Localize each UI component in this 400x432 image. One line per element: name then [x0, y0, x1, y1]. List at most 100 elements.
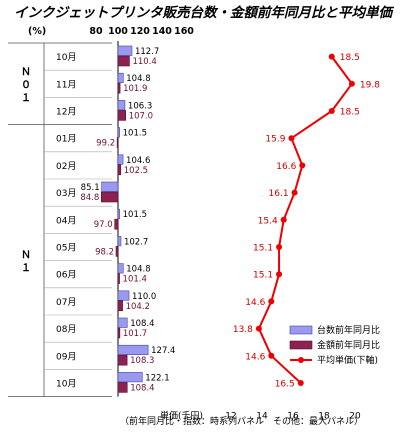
data-label-count: 102.7 [124, 237, 148, 247]
top-axis-tick-label: 140 [152, 26, 172, 37]
price-point [297, 380, 304, 386]
data-label-amount: 98.2 [95, 247, 114, 257]
bar-amount [117, 110, 126, 121]
month-label: 12月 [56, 107, 76, 118]
price-point [291, 189, 298, 196]
data-label-price: 14.6 [245, 352, 265, 362]
bar-count [117, 263, 124, 274]
month-labels: 10月 11月 12月 01月 02月 03月 04月 05月 06月 07月 08月 09月 10月 [56, 52, 76, 389]
bottom-axis-title: 単価(千円) [160, 410, 203, 422]
bar-amount [117, 82, 121, 94]
month-label: 09月 [56, 351, 76, 362]
price-point [276, 244, 283, 250]
price-point [276, 271, 283, 278]
year-label: Ｎ０１ [21, 66, 31, 104]
bar-count [117, 236, 122, 247]
year-label: Ｎ１ [21, 249, 31, 274]
data-label-count: 108.4 [130, 319, 154, 329]
data-label-amount: 101.7 [123, 329, 147, 339]
legend-swatch-count [289, 325, 313, 335]
bar-count [101, 181, 119, 192]
data-label-amount: 102.5 [124, 166, 148, 176]
bar-count [117, 290, 130, 301]
data-label-amount: 104.2 [126, 302, 150, 312]
data-label-amount: 107.0 [129, 111, 153, 121]
bar-count [117, 317, 128, 328]
year-label-char: Ｎ [21, 66, 31, 78]
bar-amount [117, 55, 130, 67]
data-label-count: 101.5 [123, 210, 147, 220]
footnote: （前年同月比・指数：時系列パネル その他：最大パネル） [120, 415, 363, 427]
data-label-amount: 110.4 [132, 57, 156, 67]
bar-amount [117, 327, 121, 339]
data-label-count: 104.8 [126, 265, 150, 275]
data-label-count: 85.1 [81, 183, 100, 193]
data-label-amount: 99.2 [96, 139, 115, 149]
bottom-axis-tick-label: 18 [318, 412, 330, 422]
legend-label-count: 台数前年同月比 [317, 324, 380, 336]
month-label: 01月 [56, 134, 76, 145]
month-label: 05月 [56, 243, 76, 254]
bottom-axis: 単価(千円) 12 14 16 18 20 [160, 410, 361, 422]
month-label: 08月 [56, 324, 76, 335]
bar-amount [117, 354, 128, 366]
data-label-amount: 108.3 [130, 356, 154, 366]
bar-amount [117, 382, 128, 393]
data-label-price: 14.6 [245, 298, 265, 308]
data-label-price: 16.1 [269, 189, 289, 199]
data-label-amount: 101.4 [123, 275, 147, 285]
month-label: 10月 [56, 379, 76, 390]
price-point [280, 216, 287, 223]
year-label-char: １ [21, 92, 31, 104]
data-label-amount: 108.4 [130, 383, 154, 393]
bar-count [117, 100, 126, 111]
bar-count [117, 72, 124, 83]
top-axis: (%) 80 100 120 140 160 [28, 26, 194, 37]
bar-count [117, 344, 149, 356]
data-label-count: 122.1 [145, 373, 169, 383]
price-point [268, 352, 275, 359]
price-point [255, 325, 262, 332]
year-label-char: ０ [21, 79, 31, 91]
price-point [328, 108, 335, 114]
month-label: 02月 [56, 161, 76, 172]
bar-count [117, 45, 133, 56]
bottom-axis-tick-label: 12 [225, 412, 236, 422]
bar-count [117, 154, 124, 165]
price-point [348, 80, 355, 87]
data-label-count: 104.6 [126, 156, 150, 166]
top-axis-unit: (%) [28, 26, 46, 37]
bar-amount [116, 137, 119, 148]
bar-series: 112.7110.4104.8101.9106.3107.0101.599.21… [80, 45, 175, 393]
month-label: 03月 [56, 188, 76, 199]
legend-swatch-price-marker [298, 357, 304, 363]
top-axis-tick-label: 100 [108, 26, 128, 37]
year-label-char: １ [21, 262, 31, 274]
bottom-axis-tick-label: 20 [349, 412, 361, 422]
top-axis-tick-label: 160 [174, 26, 194, 37]
data-label-amount: 97.0 [94, 220, 113, 230]
data-label-price: 18.5 [340, 108, 360, 118]
month-label: 11月 [56, 79, 76, 90]
data-label-price: 15.9 [265, 135, 285, 145]
data-label-amount: 84.8 [80, 193, 99, 203]
legend-swatch-amount [289, 340, 313, 350]
data-label-amount: 101.9 [123, 84, 147, 94]
month-label: 06月 [56, 270, 76, 281]
year-label-char: Ｎ [21, 249, 31, 261]
legend-label-price: 平均単価(下軸) [317, 354, 378, 366]
bar-amount [115, 246, 119, 257]
price-line-series: 18.5 19.8 18.5 15.9 16.6 16.1 15.4 15.1 15.1 14.6… [233, 53, 380, 389]
data-label-price: 18.5 [340, 53, 360, 63]
bottom-axis-tick-label: 16 [287, 412, 299, 422]
data-label-price: 16.6 [276, 162, 296, 172]
top-axis-tick-label: 80 [89, 26, 103, 37]
month-label: 04月 [56, 215, 76, 226]
chart-title: インクジェットプリンタ販売台数・金額前年同月比と平均単価 [14, 5, 394, 21]
data-label-count: 127.4 [151, 346, 175, 356]
month-label: 07月 [56, 297, 76, 308]
data-label-count: 112.7 [135, 47, 159, 57]
price-point [268, 298, 275, 305]
